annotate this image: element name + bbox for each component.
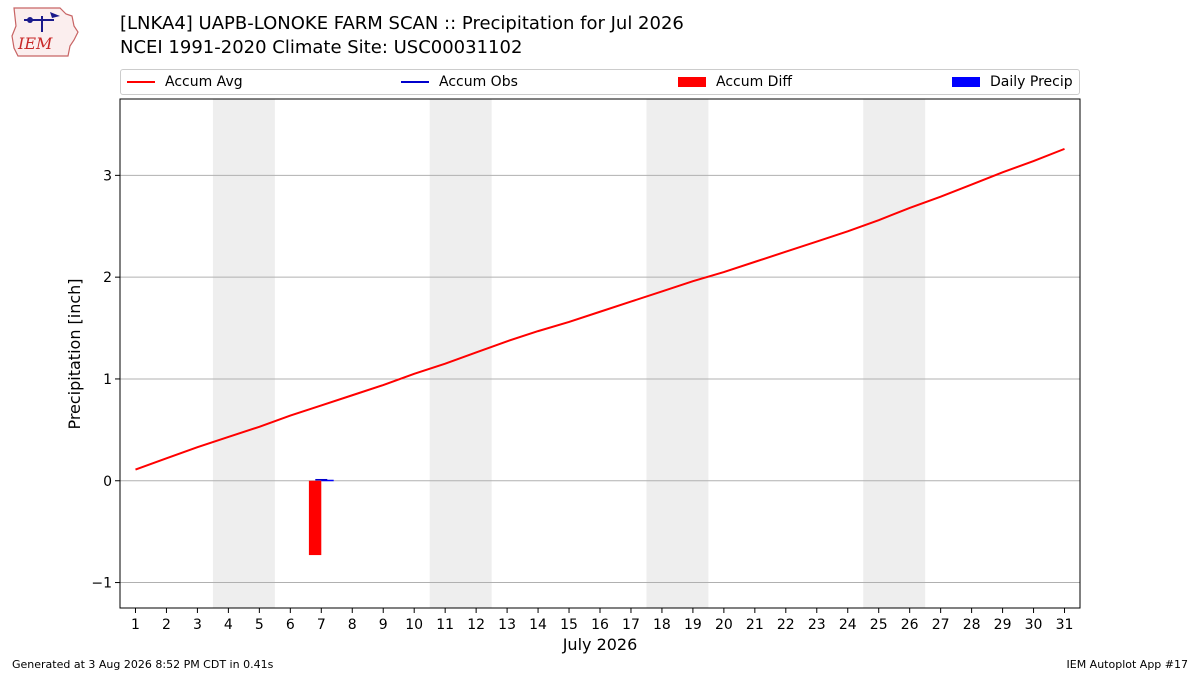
x-tick-label: 10: [405, 617, 423, 633]
legend-swatch: [678, 77, 706, 87]
x-tick-label: 20: [715, 617, 733, 633]
logo-text: IEM: [17, 34, 53, 53]
x-tick-label: 15: [560, 617, 578, 633]
bar-daily-precip: [321, 479, 334, 482]
x-tick-label: 13: [498, 617, 516, 633]
legend-swatch: [127, 81, 155, 83]
weekend-band: [429, 99, 492, 608]
legend-swatch: [401, 81, 429, 83]
legend-label: Accum Diff: [716, 74, 793, 90]
x-tick-label: 28: [963, 617, 981, 633]
x-tick-label: 27: [932, 617, 950, 633]
legend-label: Accum Obs: [439, 74, 518, 90]
x-tick-label: 4: [224, 617, 233, 633]
y-tick-label: 3: [103, 168, 112, 184]
x-tick-label: 11: [436, 617, 454, 633]
x-tick-label: 14: [529, 617, 547, 633]
x-tick-label: 7: [317, 617, 326, 633]
x-tick-label: 22: [777, 617, 795, 633]
x-tick-label: 3: [193, 617, 202, 633]
legend-label: Daily Precip: [990, 74, 1073, 90]
app-note: IEM Autoplot App #17: [1066, 658, 1189, 671]
x-tick-label: 12: [467, 617, 485, 633]
plot-frame: [119, 98, 1081, 609]
bar-accum-diff: [308, 480, 322, 556]
legend-item-daily-precip: Daily Precip: [952, 70, 1073, 94]
y-tick-label: −1: [91, 576, 112, 592]
y-tick-label: 1: [103, 372, 112, 388]
chart-title: [LNKA4] UAPB-LONOKE FARM SCAN :: Precipi…: [120, 13, 684, 34]
legend-item-accum-diff: Accum Diff: [678, 70, 792, 94]
x-tick-label: 6: [286, 617, 295, 633]
legend-swatch: [952, 77, 980, 87]
legend-item-accum-obs: Accum Obs: [401, 70, 518, 94]
x-tick-label: 17: [622, 617, 640, 633]
x-tick-label: 19: [684, 617, 702, 633]
x-tick-label: 31: [1056, 617, 1074, 633]
chart-subtitle: NCEI 1991-2020 Climate Site: USC00031102: [120, 37, 523, 58]
x-tick-label: 30: [1025, 617, 1043, 633]
weekend-band: [863, 99, 926, 608]
x-tick-label: 21: [746, 617, 764, 633]
series-line-accum-avg: [135, 147, 1065, 471]
y-tick-label: 2: [103, 270, 112, 286]
weekend-band: [212, 99, 275, 608]
x-tick-label: 23: [808, 617, 826, 633]
x-tick-label: 9: [379, 617, 388, 633]
x-axis-label: July 2026: [562, 635, 638, 654]
legend-item-accum-avg: Accum Avg: [127, 70, 243, 94]
y-axis-label: Precipitation [inch]: [65, 278, 84, 429]
generated-note: Generated at 3 Aug 2026 8:52 PM CDT in 0…: [12, 658, 274, 671]
x-tick-label: 1: [131, 617, 140, 633]
x-tick-label: 16: [591, 617, 609, 633]
weekend-band: [646, 99, 709, 608]
x-tick-label: 26: [901, 617, 919, 633]
iem-logo: IEM: [11, 7, 79, 57]
chart-legend: Accum Avg Accum Obs Accum Diff Daily Pre…: [120, 69, 1080, 95]
x-tick-label: 24: [839, 617, 857, 633]
legend-label: Accum Avg: [165, 74, 243, 90]
x-tick-label: 25: [870, 617, 888, 633]
x-tick-label: 2: [162, 617, 171, 633]
x-tick-label: 5: [255, 617, 264, 633]
y-tick-label: 0: [103, 474, 112, 490]
x-tick-label: 8: [348, 617, 357, 633]
x-tick-label: 18: [653, 617, 671, 633]
x-tick-label: 29: [994, 617, 1012, 633]
